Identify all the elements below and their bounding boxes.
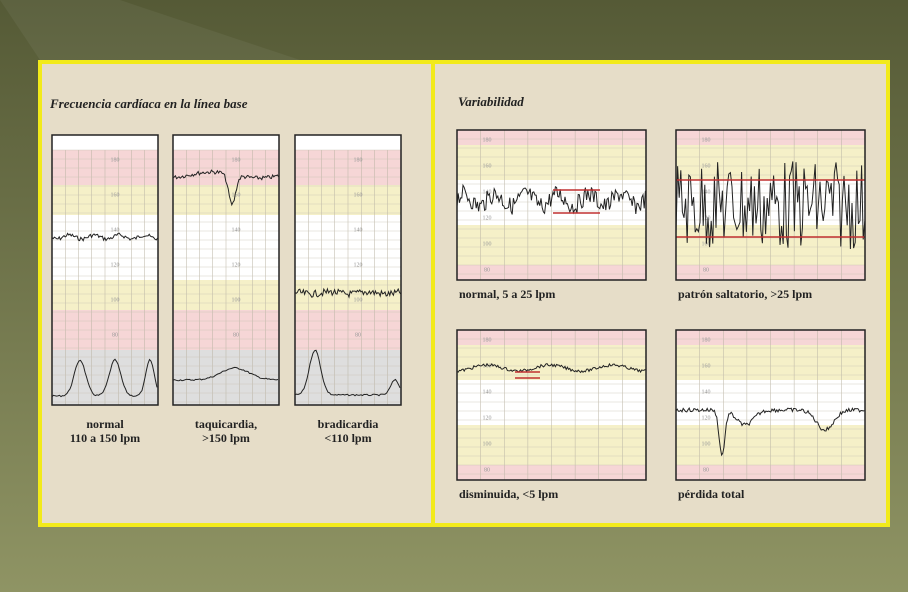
caption: normal, 5 a 25 lpm [459,287,555,301]
scale-label: 80 [484,267,490,273]
scale-label: 140 [354,227,363,233]
scale-label: 80 [703,467,709,473]
caption: pérdida total [678,487,745,501]
caption: patrón saltatorio, >25 lpm [678,287,812,301]
panel-frame [675,329,866,481]
panel-frame [456,329,647,481]
scale-label: 120 [483,415,492,421]
band [173,135,279,150]
scale-label: 180 [702,137,711,143]
scale-label: 120 [232,262,241,268]
scale-label: 140 [483,389,492,395]
scale-label: 100 [232,297,241,303]
scale-label: 120 [702,415,711,421]
scale-label: 100 [111,297,120,303]
contraction-trace [172,366,279,382]
scale-label: 160 [483,363,492,369]
right-title: Variabilidad [458,94,524,109]
strip-frame [51,134,159,406]
scale-label: 100 [483,241,492,247]
contraction-trace [51,358,158,398]
panel-frame [456,129,647,281]
scale-label: 180 [232,157,241,163]
scale-label: 140 [111,227,120,233]
heart-rate-trace [456,362,646,374]
scale-label: 160 [483,163,492,169]
decor [0,0,300,60]
heart-rate-trace [294,287,402,299]
caption: bradicardia [318,417,379,431]
band [52,135,158,150]
scale-label: 120 [354,262,363,268]
scale-label: 100 [354,297,363,303]
caption: disminuida, <5 lpm [459,487,558,501]
scale-label: 120 [483,215,492,221]
scale-label: 100 [702,241,711,247]
caption: >150 lpm [202,431,250,445]
scale-label: 180 [483,137,492,143]
heart-rate-trace [51,232,159,242]
scale-label: 160 [702,363,711,369]
scale-label: 140 [232,227,241,233]
caption: normal [86,417,124,431]
heart-rate-trace [456,183,646,215]
scale-label: 100 [483,441,492,447]
strip-frame [294,134,402,406]
heart-rate-trace [675,161,866,250]
scale-label: 180 [702,337,711,343]
scale-label: 180 [354,157,363,163]
heart-rate-trace [675,407,865,457]
caption: taquicardia, [195,417,257,431]
scale-label: 160 [111,192,120,198]
contraction-trace [294,349,401,397]
scale-label: 160 [354,192,363,198]
scale-label: 80 [112,332,118,338]
band [295,135,401,150]
scale-label: 160 [702,163,711,169]
scale-label: 80 [355,332,361,338]
left-title: Frecuencia cardíaca en la línea base [49,96,248,111]
scale-label: 180 [111,157,120,163]
scale-label: 80 [484,467,490,473]
scale-label: 80 [233,332,239,338]
heart-rate-trace [172,169,280,207]
scale-label: 160 [232,192,241,198]
scale-label: 140 [702,189,711,195]
caption: 110 a 150 lpm [70,431,140,445]
scale-label: 120 [111,262,120,268]
panel-frame [675,129,866,281]
strip-frame [172,134,280,406]
scale-label: 100 [702,441,711,447]
scale-label: 140 [702,389,711,395]
caption: <110 lpm [324,431,371,445]
scale-label: 80 [703,267,709,273]
scale-label: 180 [483,337,492,343]
